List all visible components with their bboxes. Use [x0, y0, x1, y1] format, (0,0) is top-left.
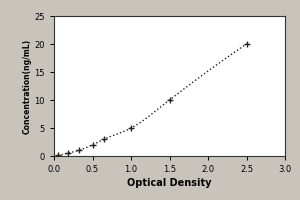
Y-axis label: Concentration(ng/mL): Concentration(ng/mL): [23, 38, 32, 134]
X-axis label: Optical Density: Optical Density: [127, 178, 212, 188]
